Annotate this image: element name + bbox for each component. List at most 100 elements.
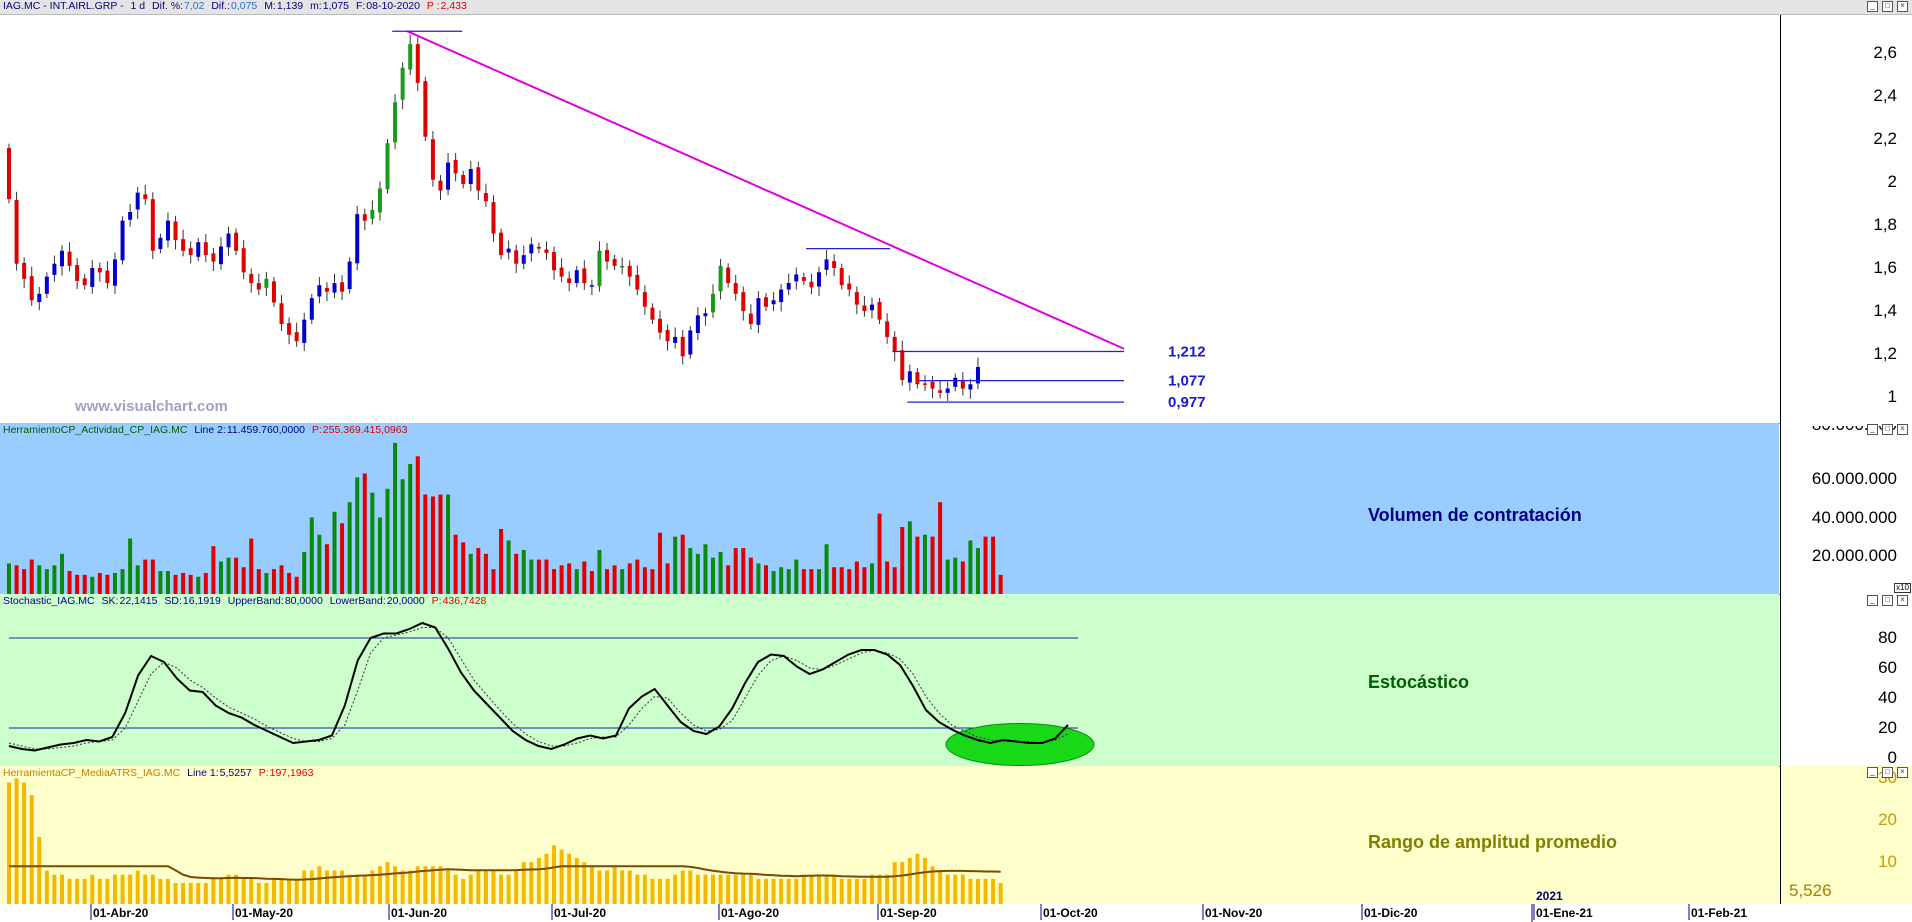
volume-bar: [514, 553, 519, 594]
candle: [514, 250, 519, 264]
candle: [741, 292, 746, 312]
volume-bar: [317, 534, 322, 594]
candle: [423, 81, 428, 137]
candle: [218, 246, 223, 265]
atr-bar: [816, 874, 821, 904]
candle: [165, 220, 170, 241]
candle: [900, 350, 905, 380]
stochastic-plot-area[interactable]: [0, 594, 1779, 766]
close-icon[interactable]: ×: [1897, 595, 1908, 606]
date-tick-label: 01-Nov-20: [1205, 906, 1263, 920]
atr-p-label: P:: [258, 767, 269, 779]
minimize-icon[interactable]: _: [1867, 1, 1878, 12]
volume-bar: [559, 565, 564, 594]
atr-bar: [779, 878, 784, 904]
volume-bar: [453, 534, 458, 594]
atr-bar: [67, 878, 72, 904]
stoch-upper-label: UpperBand:: [227, 595, 284, 607]
volume-bar: [801, 569, 806, 594]
stoch-lower-value: 20,0000: [386, 595, 425, 607]
atr-bar: [415, 866, 420, 904]
minimize-icon[interactable]: _: [1867, 424, 1878, 435]
atr-bar: [332, 870, 337, 904]
volume-bar: [756, 563, 761, 594]
atr-bar: [658, 878, 663, 904]
volume-bar: [938, 502, 943, 594]
candle: [695, 315, 700, 334]
candle: [673, 336, 678, 343]
candle: [362, 214, 367, 221]
volume-bar: [256, 569, 261, 594]
candle: [847, 283, 852, 290]
volume-bar: [567, 563, 572, 594]
volume-bar: [226, 557, 231, 594]
volume-bar: [150, 559, 155, 594]
minimize-icon[interactable]: _: [1867, 595, 1878, 606]
volume-bar: [22, 569, 27, 594]
maximize-icon[interactable]: □: [1882, 767, 1893, 778]
atr-bar: [552, 845, 557, 904]
candle: [59, 250, 64, 267]
candle: [256, 283, 261, 290]
atr-bar: [271, 878, 276, 904]
close-icon[interactable]: ×: [1897, 424, 1908, 435]
atr-bar: [150, 874, 155, 904]
candle: [105, 270, 110, 284]
volume-bar: [506, 540, 511, 594]
atr-plot-area[interactable]: [0, 766, 1779, 904]
volume-bar: [7, 563, 11, 594]
close-icon[interactable]: ×: [1897, 1, 1908, 12]
volume-bar: [483, 553, 488, 594]
atr-bar: [582, 862, 587, 904]
volume-bar: [741, 548, 746, 594]
atr-bar: [930, 866, 935, 904]
stochastic-lines: [8, 621, 1095, 766]
candle: [627, 265, 632, 277]
price-axis: 2,6 2,4 2,2 2 1,8 1,6 1,4 1,2 1: [1780, 14, 1912, 423]
volume-bar: [120, 569, 125, 594]
candle: [355, 214, 360, 264]
atr-bar: [75, 878, 80, 904]
price-plot-area[interactable]: 1,212 1,077 0,977 www.visualchart.com: [0, 14, 1779, 423]
price-tick-label: 2,2: [1873, 128, 1897, 148]
volume-bar: [915, 536, 920, 594]
atr-bar: [347, 874, 352, 904]
volume-bar: [173, 574, 178, 594]
max-value: 1,139: [276, 0, 304, 12]
atr-bar: [627, 870, 632, 904]
year-marker: 2021: [1536, 889, 1563, 903]
close-icon[interactable]: ×: [1897, 767, 1908, 778]
atr-bar: [264, 883, 269, 904]
atr-bar: [499, 874, 504, 904]
volume-bar: [29, 559, 34, 594]
volume-bar: [309, 517, 314, 594]
minimize-icon[interactable]: _: [1867, 767, 1878, 778]
volume-bar: [998, 574, 1003, 594]
stoch-sk-value: 22,1415: [119, 595, 158, 607]
atr-bar: [393, 866, 398, 904]
stochastic-window-controls: _ □ ×: [1867, 595, 1908, 606]
atr-bar: [82, 878, 87, 904]
maximize-icon[interactable]: □: [1882, 595, 1893, 606]
atr-bar: [7, 782, 11, 904]
atr-bar: [120, 874, 125, 904]
volume-bar: [370, 492, 375, 594]
candle: [90, 268, 95, 287]
atr-bar: [226, 874, 231, 904]
stoch-p-value: 436,7428: [442, 595, 487, 607]
volume-tick-label: 80.000.000: [1811, 423, 1897, 434]
atr-bar: [234, 874, 239, 904]
volume-plot-area[interactable]: [0, 423, 1779, 594]
atr-header: HerramientaCP_MediaATRS_IAG.MC Line 1:5,…: [3, 767, 317, 779]
candle: [249, 274, 254, 284]
candle: [597, 250, 602, 287]
maximize-icon[interactable]: □: [1882, 424, 1893, 435]
atr-line-label: Line 1:: [187, 767, 219, 779]
candle: [461, 175, 466, 185]
volume-bar: [188, 574, 193, 594]
atr-bar: [181, 883, 186, 904]
atr-bar: [302, 870, 307, 904]
maximize-icon[interactable]: □: [1882, 1, 1893, 12]
candle: [968, 384, 973, 390]
atr-bar: [567, 853, 572, 904]
